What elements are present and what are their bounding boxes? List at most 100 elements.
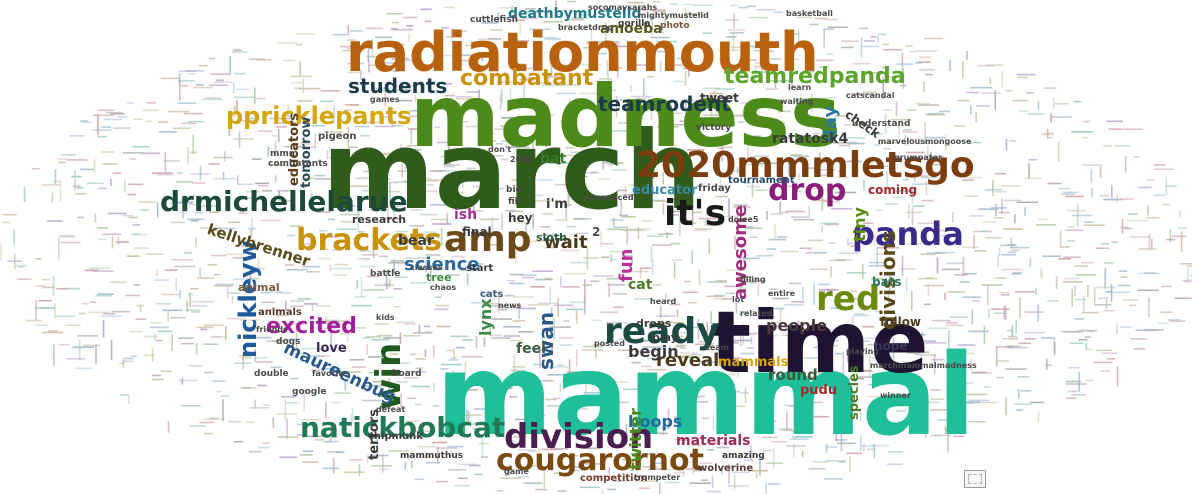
word: dolee5 — [728, 215, 759, 224]
word: amp — [444, 219, 532, 260]
word: victory — [696, 123, 732, 133]
word: bio — [506, 185, 522, 195]
word: teamrodent — [598, 92, 731, 116]
word: wolverine — [698, 463, 754, 474]
word: ppricklepants — [226, 102, 412, 130]
word: i'm — [546, 197, 568, 212]
word: gorilla — [618, 19, 651, 29]
word: chaos — [430, 283, 457, 292]
word: trumpeter — [634, 473, 681, 482]
word: news — [498, 301, 522, 310]
word: friday — [698, 183, 731, 194]
word: round — [768, 366, 818, 384]
word: ish — [454, 207, 478, 223]
word: sloth — [536, 231, 567, 244]
word: animal — [238, 281, 280, 294]
word: battle — [370, 269, 401, 279]
word: understand — [852, 119, 911, 129]
word: pudu — [800, 383, 838, 398]
word: related — [740, 309, 773, 318]
word: cats — [480, 289, 504, 300]
fullscreen-toggle-button[interactable] — [964, 470, 986, 488]
word: love — [316, 341, 347, 356]
word: classes — [410, 263, 443, 272]
word: socomaysarahs — [588, 3, 658, 12]
word: filling — [740, 275, 766, 284]
word: coming — [868, 183, 918, 197]
word: wait — [544, 232, 588, 253]
word: dogs — [276, 337, 301, 347]
word: don't — [488, 145, 512, 154]
word: bats — [872, 275, 902, 289]
word: tweet — [700, 91, 739, 105]
word: begin — [628, 342, 679, 361]
word: fill — [508, 197, 521, 207]
word: deathbymustelid — [508, 6, 642, 22]
word: drop — [768, 173, 847, 208]
word: favorite — [312, 369, 348, 378]
word: drops — [636, 317, 672, 330]
word: people — [766, 316, 828, 335]
word: mammal — [436, 331, 976, 461]
word: friends — [256, 325, 288, 334]
word: red — [816, 279, 881, 319]
word: catscandal — [846, 91, 895, 100]
word: kids — [376, 313, 395, 322]
word: amoeba — [600, 21, 663, 37]
word: research — [352, 213, 407, 226]
word: march — [322, 109, 702, 234]
word: heard — [650, 297, 677, 306]
word: it's — [664, 193, 726, 234]
word: boops — [628, 412, 683, 431]
word: animals — [258, 307, 302, 318]
word: tree — [426, 271, 452, 284]
word: nickleyw — [234, 240, 262, 358]
word: marvelousmongoose — [878, 137, 972, 146]
word: ready — [604, 311, 720, 352]
word: radiationmouth — [346, 21, 819, 84]
word: start — [466, 263, 494, 274]
word: tiny — [850, 207, 869, 242]
word: time — [710, 293, 929, 393]
word: panda — [852, 215, 964, 253]
word: ratatosk4 — [772, 131, 849, 147]
word: twitter — [626, 408, 645, 470]
word: marchmammalmadness — [870, 361, 977, 370]
word: play — [652, 331, 678, 344]
word: hope — [874, 339, 908, 353]
word: winner — [880, 391, 911, 400]
word: combatant — [460, 66, 594, 91]
word: pigeon — [318, 131, 357, 142]
word: mammals — [718, 355, 789, 370]
word: bat — [540, 151, 567, 167]
word: drmichellelarue — [160, 185, 408, 218]
word: chipmunk — [368, 431, 423, 442]
word: excited — [266, 314, 357, 339]
word: announced — [584, 193, 634, 202]
word: board — [392, 369, 422, 379]
word: species — [847, 365, 862, 420]
word: lot — [732, 295, 745, 304]
word: mightymustelid — [638, 11, 709, 20]
word: games — [370, 95, 400, 104]
word: final — [462, 225, 492, 239]
word: defeat — [376, 405, 406, 414]
word: follow — [880, 315, 922, 329]
word: cougarornot — [496, 443, 704, 478]
word: grumpator — [894, 153, 943, 162]
word: learn — [788, 83, 812, 92]
word: posted — [594, 339, 625, 348]
word: cuttlefish — [470, 15, 518, 25]
word: double — [254, 369, 289, 379]
word: google — [292, 387, 327, 397]
word: tournament — [728, 175, 795, 186]
word: competition — [580, 473, 648, 484]
word: photo — [660, 21, 690, 31]
word: combatants — [268, 159, 328, 169]
word: materials — [676, 433, 751, 449]
word: feel — [516, 341, 546, 357]
word: amazing — [722, 451, 765, 461]
word: students — [348, 74, 448, 98]
word: cat — [628, 277, 653, 293]
